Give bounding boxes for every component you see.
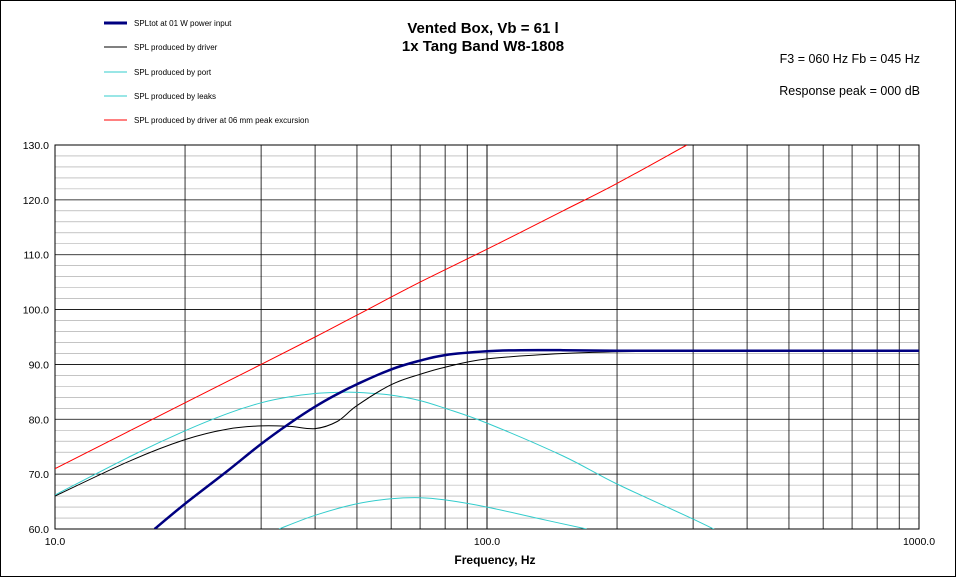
legend-label-2: SPL produced by port xyxy=(134,68,212,77)
x-tick-label: 100.0 xyxy=(474,536,500,548)
y-tick-label: 60.0 xyxy=(29,524,50,536)
legend-label-3: SPL produced by leaks xyxy=(134,92,216,101)
legend-label-0: SPLtot at 01 W power input xyxy=(134,19,232,28)
series-line-2 xyxy=(55,391,715,529)
legend-label-4: SPL produced by driver at 06 mm peak exc… xyxy=(134,116,309,125)
series-line-0 xyxy=(153,348,919,529)
chart-title: Vented Box, Vb = 61 l xyxy=(407,20,558,37)
y-tick-label: 120.0 xyxy=(23,195,49,207)
series-line-4 xyxy=(55,145,688,470)
annotation-0: F3 = 060 Hz Fb = 045 Hz xyxy=(780,52,920,66)
y-tick-label: 130.0 xyxy=(23,140,49,152)
chart-subtitle: 1x Tang Band W8-1808 xyxy=(402,38,564,55)
plot-area xyxy=(54,144,920,530)
x-axis-title: Frequency, Hz xyxy=(454,553,535,567)
annotation-1: Response peak = 000 dB xyxy=(779,84,920,98)
x-tick-label: 1000.0 xyxy=(903,536,935,548)
y-tick-label: 100.0 xyxy=(23,305,49,317)
x-tick-label: 10.0 xyxy=(45,536,66,548)
y-tick-label: 80.0 xyxy=(29,414,50,426)
legend-label-1: SPL produced by driver xyxy=(134,43,218,52)
y-tick-label: 90.0 xyxy=(29,359,50,371)
series-line-3 xyxy=(278,497,587,529)
y-tick-label: 70.0 xyxy=(29,469,50,481)
y-tick-label: 110.0 xyxy=(24,250,50,262)
